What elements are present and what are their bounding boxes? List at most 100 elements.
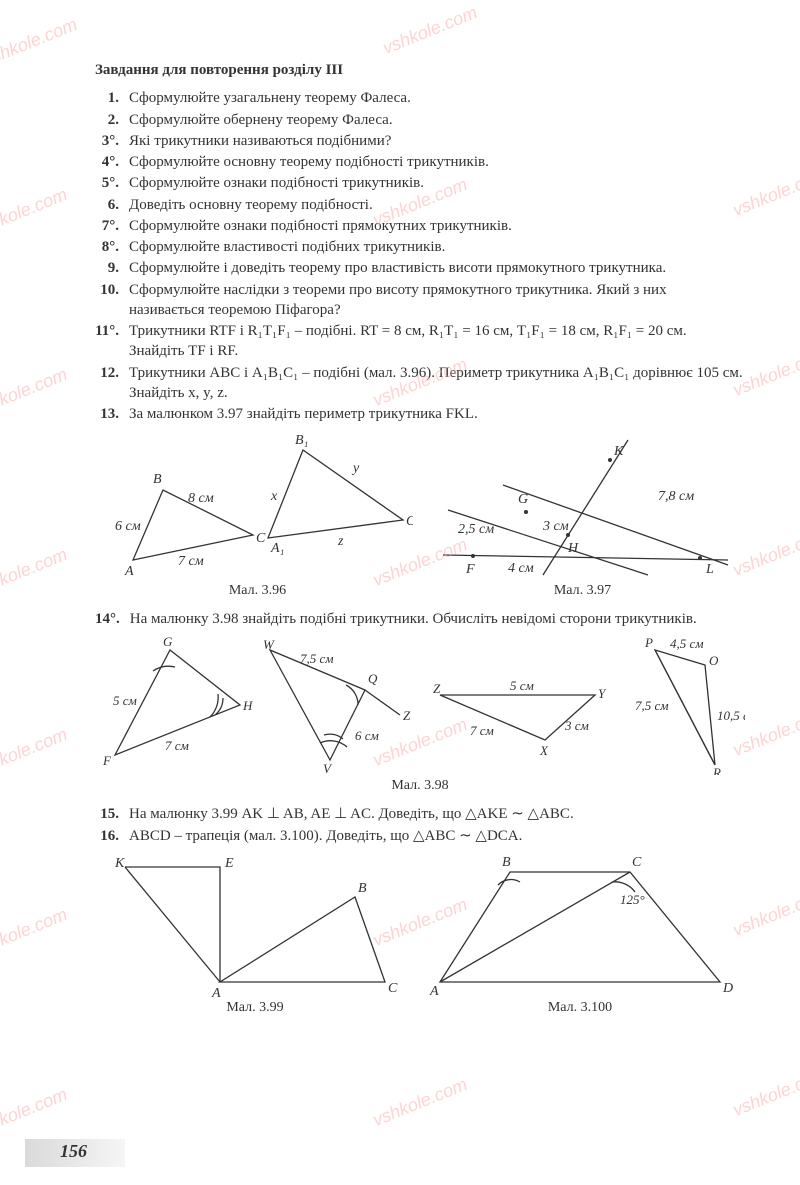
svg-text:3 см: 3 см bbox=[564, 718, 589, 733]
svg-text:A: A bbox=[211, 986, 221, 997]
svg-text:L: L bbox=[705, 562, 714, 577]
item-text: Сформулюйте і доведіть теорему про власт… bbox=[129, 258, 745, 278]
item-number: 9. bbox=[95, 258, 129, 278]
figure-398: F G H 5 см 7 см W V Q Z 7,5 см 6 см Z Y … bbox=[95, 635, 745, 775]
item-text: Сформулюйте основну теорему подібності т… bbox=[129, 152, 745, 172]
svg-text:8 см: 8 см bbox=[188, 491, 214, 506]
svg-text:G: G bbox=[163, 635, 173, 649]
figure-396: A B C 6 см 8 см 7 см A₁ B₁ C₁ x y z bbox=[103, 430, 413, 580]
svg-text:6 см: 6 см bbox=[355, 728, 379, 743]
item-text: Сформулюйте ознаки подібності трикутникі… bbox=[129, 173, 745, 193]
caption-row-3: Мал. 3.99 Мал. 3.100 bbox=[95, 999, 745, 1018]
problem-item: 14°.На малюнку 3.98 знайдіть подібні три… bbox=[95, 609, 745, 629]
item-number: 12. bbox=[95, 363, 129, 404]
item-number: 5°. bbox=[95, 173, 129, 193]
item-number: 6. bbox=[95, 195, 129, 215]
figure-row-1: A B C 6 см 8 см 7 см A₁ B₁ C₁ x y z F G bbox=[95, 430, 745, 580]
svg-text:7 см: 7 см bbox=[470, 723, 494, 738]
item-number: 1. bbox=[95, 88, 129, 108]
svg-text:C₁: C₁ bbox=[406, 514, 413, 529]
figure-3100: A B C D 125° bbox=[420, 852, 740, 997]
item-text: На малюнку 3.98 знайдіть подібні трикутн… bbox=[130, 609, 745, 629]
problem-item: 11°.Трикутники RTF і R₁T₁F₁ – подібні. R… bbox=[95, 321, 745, 362]
item-text: За малюнком 3.97 знайдіть периметр трику… bbox=[129, 404, 745, 424]
svg-text:D: D bbox=[722, 981, 733, 996]
svg-text:Y: Y bbox=[598, 686, 607, 701]
problem-list-2: 14°.На малюнку 3.98 знайдіть подібні три… bbox=[95, 609, 745, 629]
item-text: Доведіть основну теорему подібності. bbox=[129, 195, 745, 215]
svg-text:10,5 см: 10,5 см bbox=[717, 708, 745, 723]
figure-399: K E A B C bbox=[100, 852, 410, 997]
item-number: 2. bbox=[95, 110, 129, 130]
svg-text:B: B bbox=[153, 472, 162, 487]
svg-text:4,5 см: 4,5 см bbox=[670, 636, 704, 651]
svg-text:125°: 125° bbox=[620, 892, 645, 907]
item-text: Сформулюйте узагальнену теорему Фалеса. bbox=[129, 88, 745, 108]
svg-text:C: C bbox=[256, 531, 266, 546]
problem-item: 3°.Які трикутники називаються подібними? bbox=[95, 131, 745, 151]
svg-text:7,8 см: 7,8 см bbox=[658, 489, 694, 504]
svg-text:Z: Z bbox=[403, 708, 411, 723]
caption-398: Мал. 3.98 bbox=[391, 777, 448, 796]
caption-row-2: Мал. 3.98 bbox=[95, 777, 745, 796]
page-number: 156 bbox=[60, 1139, 87, 1163]
item-text: На малюнку 3.99 AK ⊥ AB, AE ⊥ AC. Доведі… bbox=[129, 804, 745, 824]
caption-3100: Мал. 3.100 bbox=[420, 999, 740, 1018]
svg-text:K: K bbox=[114, 856, 125, 871]
section-heading: Завдання для повторення розділу III bbox=[95, 60, 745, 80]
svg-text:G: G bbox=[518, 492, 528, 507]
item-text: Сформулюйте наслідки з теореми про висот… bbox=[129, 280, 745, 321]
item-number: 14°. bbox=[95, 609, 130, 629]
item-number: 16. bbox=[95, 826, 129, 846]
problem-item: 15.На малюнку 3.99 AK ⊥ AB, AE ⊥ AC. Дов… bbox=[95, 804, 745, 824]
item-number: 8°. bbox=[95, 237, 129, 257]
svg-text:O: O bbox=[709, 653, 719, 668]
item-text: Трикутники RTF і R₁T₁F₁ – подібні. RT = … bbox=[129, 321, 745, 362]
item-number: 15. bbox=[95, 804, 129, 824]
svg-text:5 см: 5 см bbox=[113, 693, 137, 708]
problem-item: 2.Сформулюйте обернену теорему Фалеса. bbox=[95, 110, 745, 130]
problem-list-1: 1.Сформулюйте узагальнену теорему Фалеса… bbox=[95, 88, 745, 424]
svg-text:3 см: 3 см bbox=[542, 519, 569, 534]
svg-text:A₁: A₁ bbox=[270, 541, 284, 556]
svg-text:F: F bbox=[465, 562, 475, 577]
svg-text:B: B bbox=[502, 855, 511, 870]
svg-text:Q: Q bbox=[368, 671, 378, 686]
problem-item: 9.Сформулюйте і доведіть теорему про вла… bbox=[95, 258, 745, 278]
svg-text:A: A bbox=[124, 564, 134, 579]
svg-text:V: V bbox=[323, 761, 333, 775]
svg-text:F: F bbox=[102, 753, 112, 768]
svg-text:C: C bbox=[632, 855, 642, 870]
svg-text:7,5 см: 7,5 см bbox=[300, 651, 334, 666]
problem-item: 10.Сформулюйте наслідки з теореми про ви… bbox=[95, 280, 745, 321]
problem-list-3: 15.На малюнку 3.99 AK ⊥ AB, AE ⊥ AC. Дов… bbox=[95, 804, 745, 846]
svg-text:H: H bbox=[567, 541, 579, 556]
svg-text:z: z bbox=[337, 534, 344, 549]
svg-text:x: x bbox=[270, 489, 278, 504]
figure-row-2: F G H 5 см 7 см W V Q Z 7,5 см 6 см Z Y … bbox=[95, 635, 745, 775]
item-text: ABCD – трапеція (мал. 3.100). Доведіть, … bbox=[129, 826, 745, 846]
item-text: Сформулюйте обернену теорему Фалеса. bbox=[129, 110, 745, 130]
svg-text:5 см: 5 см bbox=[510, 678, 534, 693]
problem-item: 12.Трикутники ABC і A₁B₁C₁ – подібні (ма… bbox=[95, 363, 745, 404]
problem-item: 16.ABCD – трапеція (мал. 3.100). Доведіт… bbox=[95, 826, 745, 846]
item-number: 11°. bbox=[95, 321, 129, 362]
problem-item: 1.Сформулюйте узагальнену теорему Фалеса… bbox=[95, 88, 745, 108]
item-number: 7°. bbox=[95, 216, 129, 236]
item-number: 10. bbox=[95, 280, 129, 321]
svg-text:P: P bbox=[644, 635, 653, 650]
figure-397: F G H K L 2,5 см 3 см 4 см 7,8 см bbox=[428, 430, 738, 580]
caption-399: Мал. 3.99 bbox=[100, 999, 410, 1018]
problem-item: 5°.Сформулюйте ознаки подібності трикутн… bbox=[95, 173, 745, 193]
svg-text:R: R bbox=[712, 765, 721, 775]
problem-item: 8°.Сформулюйте властивості подібних трик… bbox=[95, 237, 745, 257]
item-number: 3°. bbox=[95, 131, 129, 151]
caption-397: Мал. 3.97 bbox=[428, 582, 738, 601]
svg-text:H: H bbox=[242, 698, 253, 713]
svg-text:6 см: 6 см bbox=[115, 519, 141, 534]
svg-text:B₁: B₁ bbox=[295, 433, 308, 448]
svg-text:C: C bbox=[388, 981, 398, 996]
svg-text:X: X bbox=[539, 743, 549, 758]
svg-text:y: y bbox=[351, 461, 360, 476]
svg-text:7,5 см: 7,5 см bbox=[635, 698, 669, 713]
